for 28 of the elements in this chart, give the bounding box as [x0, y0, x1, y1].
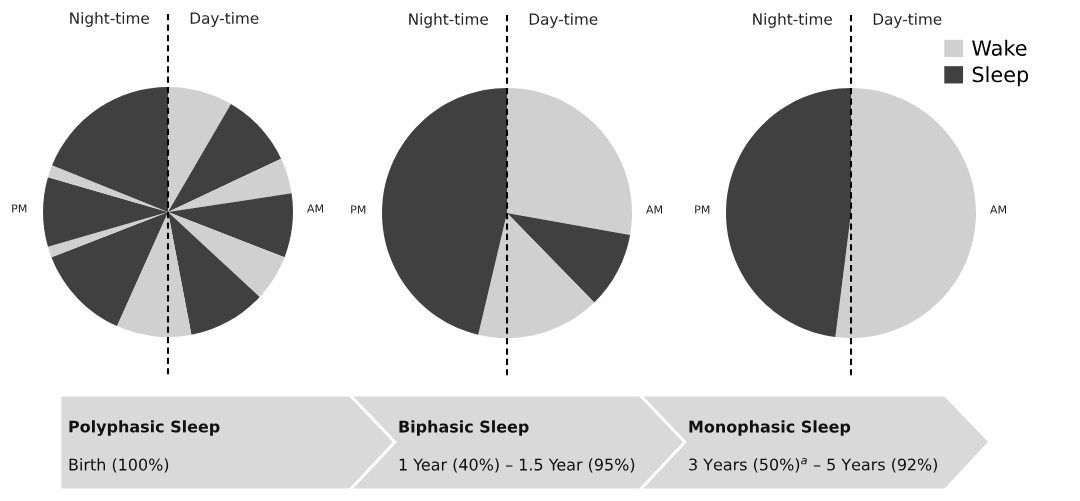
- text: 3 Years (50%)$^{a}$ – 5 Years (92%): [689, 457, 938, 473]
- text: Night-time: [409, 13, 488, 28]
- text: Monophasic Sleep: [689, 420, 851, 436]
- pie-slice: [478, 213, 595, 338]
- text: Night-time: [70, 12, 149, 27]
- text: PM: [12, 204, 27, 213]
- text: Polyphasic Sleep: [69, 420, 220, 436]
- pie-slice: [835, 88, 976, 338]
- text: Biphasic Sleep: [399, 420, 529, 436]
- text: PM: [351, 205, 366, 214]
- pie-slice: [116, 212, 192, 337]
- legend-label: Wake: [972, 39, 1027, 56]
- text: AM: [989, 205, 1007, 214]
- text: Day-time: [873, 13, 942, 28]
- pie-slice: [507, 213, 631, 303]
- text: Birth (100%): [69, 458, 169, 473]
- text: AM: [306, 204, 324, 213]
- legend-label: Sleep: [972, 66, 1029, 87]
- text: Night-time: [753, 13, 832, 28]
- text: 1 Year (40%) – 1.5 Year (95%): [399, 458, 635, 473]
- text: PM: [695, 205, 710, 214]
- text: AM: [645, 205, 663, 214]
- pie-slice: [382, 88, 507, 335]
- pie-slice: [726, 88, 851, 338]
- pie-slice: [168, 87, 231, 212]
- text: Day-time: [529, 13, 598, 28]
- pie-slice: [507, 88, 632, 235]
- text: Day-time: [190, 12, 259, 27]
